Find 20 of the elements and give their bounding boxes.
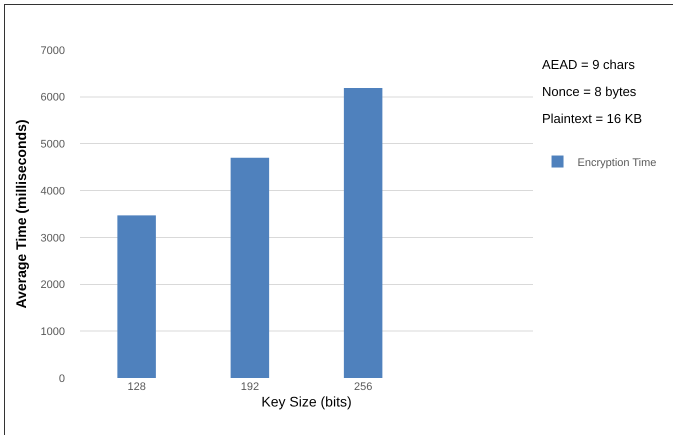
bar	[230, 158, 270, 378]
y-tick-label: 0	[58, 372, 65, 385]
y-tick-label: 5000	[40, 138, 65, 151]
y-tick-label: 7000	[40, 44, 65, 57]
text: AEAD = 9 chars	[542, 57, 636, 72]
legend-label: Encryption Time	[578, 156, 656, 169]
y-tick-label: 1000	[40, 326, 65, 338]
y-tick-label: 4000	[40, 185, 65, 198]
y-tick-label: 3000	[40, 232, 65, 244]
x-tick-label: 256	[354, 381, 372, 393]
x-axis-title: Key Size (bits)	[261, 393, 352, 410]
y-tick-label: 6000	[40, 92, 65, 104]
text: Plaintext = 16 KB	[542, 111, 642, 126]
x-tick-label: 192	[240, 381, 260, 393]
text: Nonce = 8 bytes	[542, 84, 637, 99]
bar	[344, 88, 382, 378]
y-axis-title: Average Time (milliseconds)	[13, 119, 30, 309]
bar	[117, 215, 156, 378]
x-tick-label: 128	[127, 381, 146, 393]
y-tick-label: 2000	[40, 279, 65, 292]
